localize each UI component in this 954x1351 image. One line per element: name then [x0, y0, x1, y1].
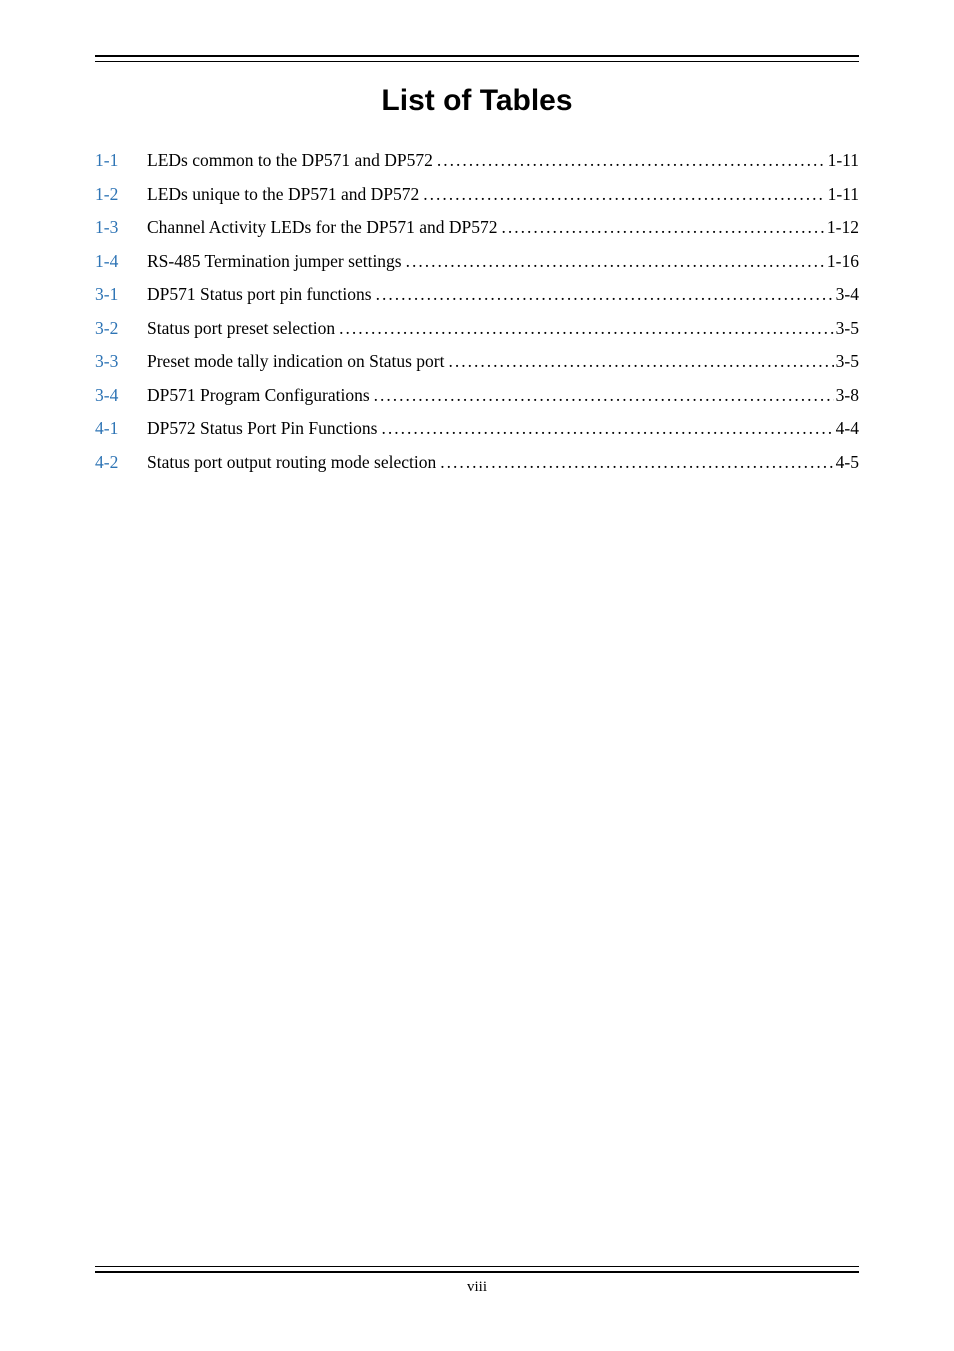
list-of-tables: 1-1LEDs common to the DP571 and DP572 1-… — [95, 152, 859, 471]
toc-entry-page: 4-4 — [834, 420, 859, 438]
toc-entry-number[interactable]: 1-2 — [95, 186, 147, 204]
toc-entry-page: 1-11 — [826, 186, 859, 204]
page-number: viii — [95, 1279, 859, 1296]
toc-entry-title: Preset mode tally indication on Status p… — [147, 353, 444, 371]
toc-entry-number[interactable]: 4-1 — [95, 420, 147, 438]
toc-entry-page: 3-5 — [834, 353, 859, 371]
toc-entry-page: 1-11 — [826, 152, 859, 170]
toc-entry: 3-3Preset mode tally indication on Statu… — [95, 353, 859, 371]
toc-entry-title: RS-485 Termination jumper settings — [147, 253, 402, 271]
toc-dot-leader — [377, 420, 833, 438]
toc-entry-number[interactable]: 3-1 — [95, 286, 147, 304]
toc-entry-title: DP572 Status Port Pin Functions — [147, 420, 377, 438]
toc-dot-leader — [433, 152, 826, 170]
toc-entry: 3-2Status port preset selection 3-5 — [95, 320, 859, 338]
toc-entry-page: 3-4 — [834, 286, 859, 304]
toc-entry-page: 4-5 — [834, 454, 859, 472]
top-double-rule — [95, 55, 859, 62]
toc-entry: 4-1DP572 Status Port Pin Functions 4-4 — [95, 420, 859, 438]
toc-entry-page: 1-12 — [825, 219, 859, 237]
toc-entry-number[interactable]: 3-4 — [95, 387, 147, 405]
toc-dot-leader — [335, 320, 834, 338]
bottom-double-rule — [95, 1266, 859, 1273]
toc-dot-leader — [372, 286, 834, 304]
page-title: List of Tables — [95, 84, 859, 118]
toc-entry-title: LEDs common to the DP571 and DP572 — [147, 152, 433, 170]
toc-entry-title: Status port preset selection — [147, 320, 335, 338]
toc-entry-title: DP571 Program Configurations — [147, 387, 370, 405]
toc-entry-number[interactable]: 1-3 — [95, 219, 147, 237]
toc-entry-number[interactable]: 1-1 — [95, 152, 147, 170]
toc-entry: 1-2LEDs unique to the DP571 and DP572 1-… — [95, 186, 859, 204]
toc-entry-page: 3-5 — [834, 320, 859, 338]
toc-entry: 3-4DP571 Program Configurations 3-8 — [95, 387, 859, 405]
toc-entry-title: DP571 Status port pin functions — [147, 286, 372, 304]
toc-entry: 4-2Status port output routing mode selec… — [95, 454, 859, 472]
toc-dot-leader — [370, 387, 834, 405]
toc-entry: 1-4RS-485 Termination jumper settings 1-… — [95, 253, 859, 271]
toc-dot-leader — [402, 253, 825, 271]
toc-dot-leader — [436, 454, 833, 472]
toc-dot-leader — [419, 186, 825, 204]
toc-entry-number[interactable]: 1-4 — [95, 253, 147, 271]
toc-entry-title: LEDs unique to the DP571 and DP572 — [147, 186, 419, 204]
toc-entry: 3-1DP571 Status port pin functions 3-4 — [95, 286, 859, 304]
toc-entry-title: Status port output routing mode selectio… — [147, 454, 436, 472]
toc-dot-leader — [444, 353, 833, 371]
toc-entry-title: Channel Activity LEDs for the DP571 and … — [147, 219, 497, 237]
toc-entry-page: 3-8 — [834, 387, 859, 405]
toc-entry-number[interactable]: 4-2 — [95, 454, 147, 472]
page-footer: viii — [95, 1266, 859, 1296]
document-page: List of Tables 1-1LEDs common to the DP5… — [0, 0, 954, 1351]
toc-entry-number[interactable]: 3-3 — [95, 353, 147, 371]
toc-entry-page: 1-16 — [825, 253, 859, 271]
toc-entry: 1-1LEDs common to the DP571 and DP572 1-… — [95, 152, 859, 170]
toc-dot-leader — [497, 219, 824, 237]
toc-entry: 1-3Channel Activity LEDs for the DP571 a… — [95, 219, 859, 237]
toc-entry-number[interactable]: 3-2 — [95, 320, 147, 338]
